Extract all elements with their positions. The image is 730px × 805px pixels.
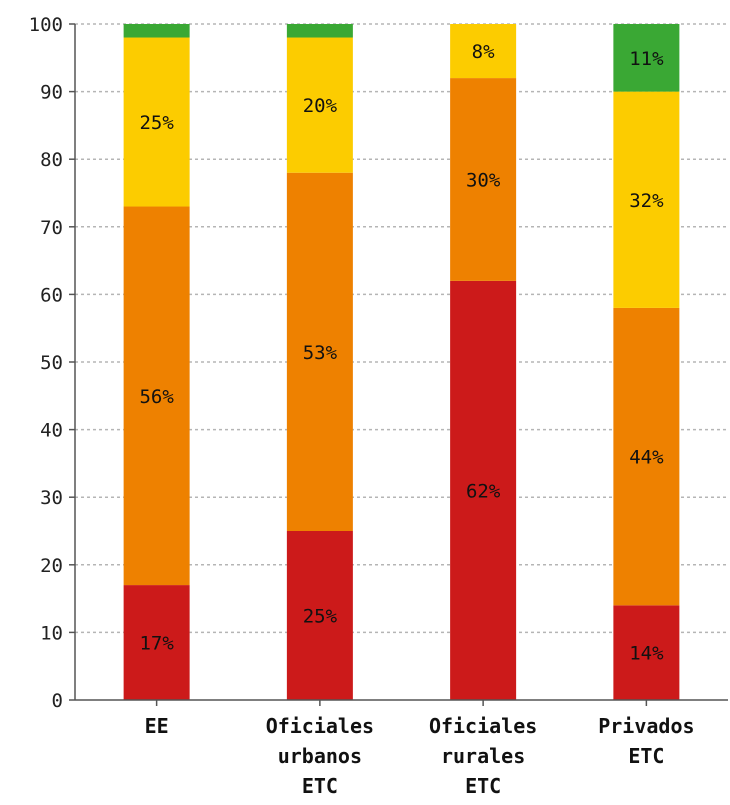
bar-segment: [286, 531, 353, 700]
data-label: 62%: [466, 480, 501, 502]
data-label: 11%: [629, 48, 664, 70]
data-label: 25%: [303, 606, 338, 628]
x-tick-label: ETC: [465, 774, 501, 798]
bar-segment: [123, 24, 190, 38]
y-tick-label: 100: [29, 14, 63, 36]
y-tick-label: 0: [52, 690, 63, 712]
data-label: 53%: [303, 342, 338, 364]
bar-segment: [613, 307, 680, 606]
y-tick-label: 20: [40, 555, 63, 577]
bar-segment: [286, 172, 353, 531]
data-label: 20%: [303, 95, 338, 117]
y-tick-label: 70: [40, 217, 63, 239]
bar-segment: [613, 91, 680, 308]
data-label: 17%: [139, 633, 174, 655]
bar-segment: [450, 280, 517, 700]
x-tick-label: ETC: [302, 774, 338, 798]
data-label: 32%: [629, 190, 664, 212]
y-tick-label: 80: [40, 149, 63, 171]
x-tick-label: rurales: [441, 744, 525, 768]
x-tick-label: Oficiales: [266, 714, 374, 738]
data-label: 8%: [472, 41, 495, 63]
y-tick-label: 90: [40, 82, 63, 104]
y-tick-label: 60: [40, 284, 63, 306]
x-tick-label: Privados: [598, 714, 694, 738]
data-label: 14%: [629, 643, 664, 665]
bar-segment: [123, 206, 190, 586]
data-label: 30%: [466, 169, 501, 191]
bar-segment: [286, 37, 353, 173]
y-tick-label: 50: [40, 352, 63, 374]
x-tick-label: ETC: [628, 744, 664, 768]
x-tick-label: EE: [145, 714, 169, 738]
bar-segment: [450, 78, 517, 281]
bar-segment: [613, 24, 680, 92]
y-tick-label: 40: [40, 420, 63, 442]
y-tick-label: 30: [40, 487, 63, 509]
x-tick-label: urbanos: [278, 744, 362, 768]
x-tick-label: Oficiales: [429, 714, 537, 738]
bar-segment: [123, 37, 190, 207]
bar-segment: [123, 585, 190, 700]
bar-segment: [613, 605, 680, 700]
data-label: 56%: [139, 386, 174, 408]
bar-segment: [286, 24, 353, 38]
data-label: 25%: [139, 112, 174, 134]
data-label: 44%: [629, 447, 664, 469]
y-tick-label: 10: [40, 622, 63, 644]
bar-segment: [450, 24, 517, 79]
